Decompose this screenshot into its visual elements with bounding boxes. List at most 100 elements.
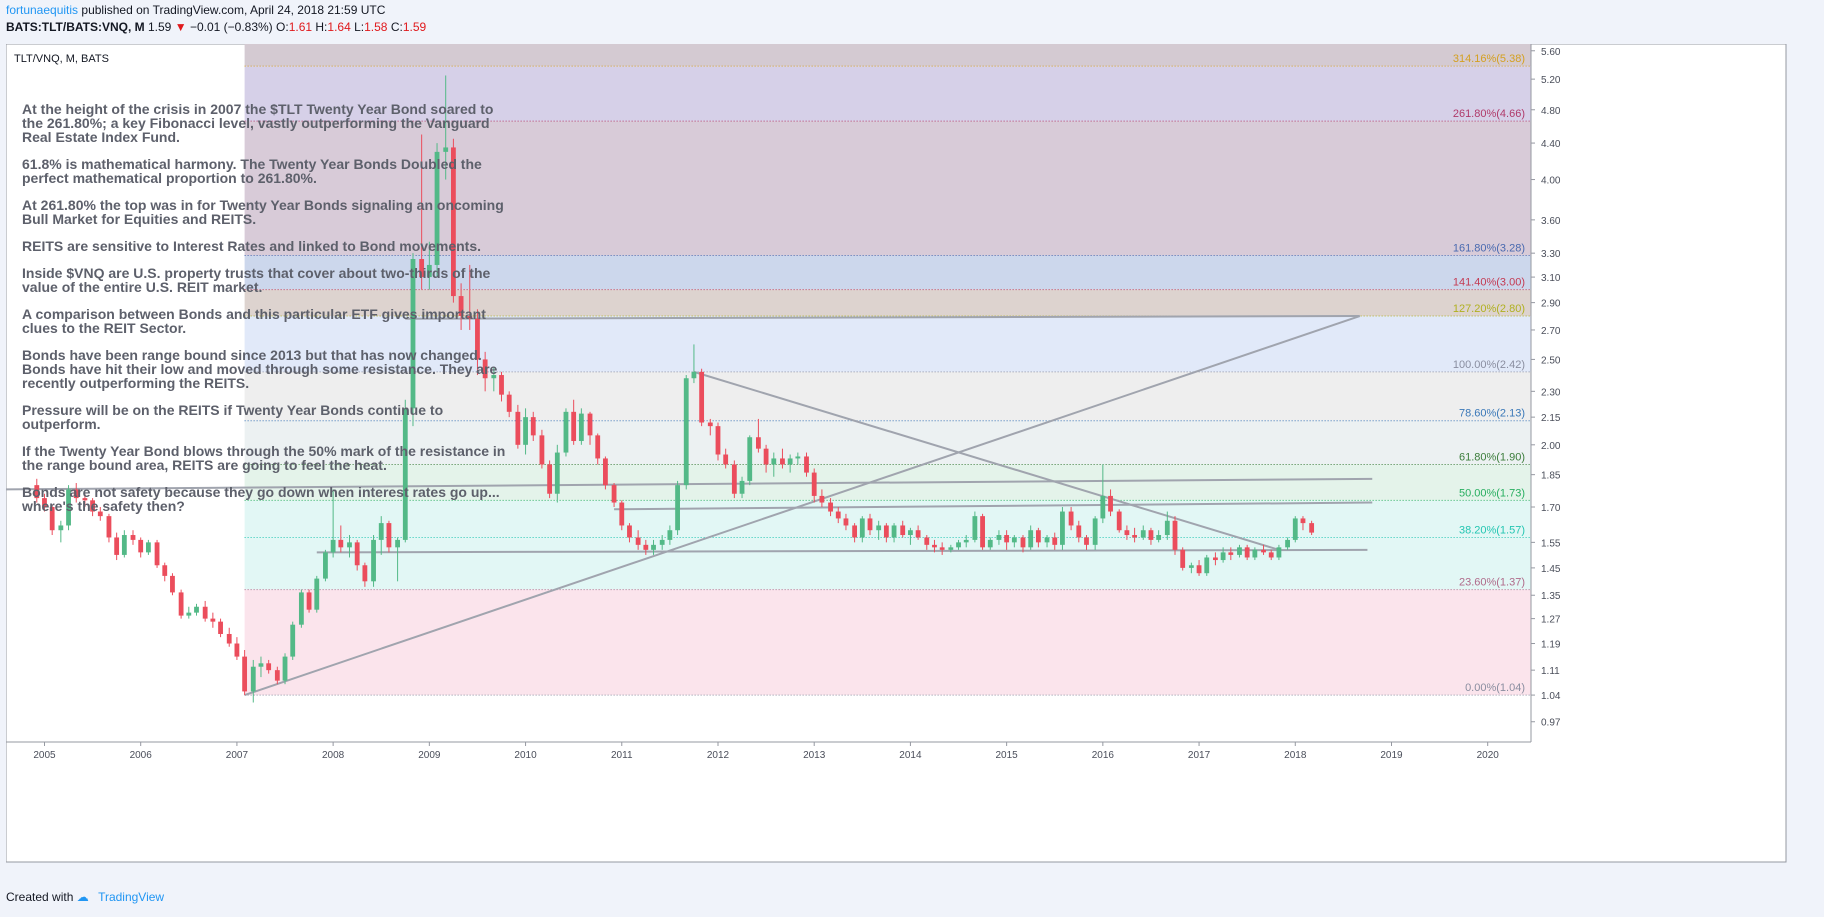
candle-body (571, 411, 577, 442)
time-tick-label: 2020 (1477, 750, 1500, 761)
annotation-paragraph: Bonds are not safety because they go dow… (21, 484, 500, 514)
candle-body (475, 318, 480, 360)
fib-band (244, 589, 1532, 696)
price-tick-label: 2.00 (1541, 441, 1561, 452)
candle-body (578, 413, 584, 442)
candle-body (755, 437, 761, 449)
candle-body (1261, 549, 1266, 553)
candle-body (121, 535, 127, 555)
tradingview-link[interactable]: TradingView (98, 890, 165, 904)
candle-body (1020, 537, 1026, 548)
candle-body (290, 624, 296, 657)
price-tick-label: 1.11 (1541, 666, 1560, 677)
candle-body (1156, 535, 1162, 540)
candle-body (73, 489, 79, 499)
candle-body (354, 542, 360, 566)
time-axis[interactable]: 2005 2006 2007 2008 2009 2010 2011 2012 2013 2014… (6, 741, 1531, 761)
annotation-line: A comparison between Bonds and this part… (22, 306, 486, 322)
footer: Created with ☁ TradingView (6, 890, 164, 904)
candle-body (1035, 530, 1041, 543)
annotation-paragraph: Bonds have been range bound since 2013 b… (22, 347, 498, 391)
trend-line (693, 370, 1280, 551)
annotation-line: the range bound area, REITS are going to… (22, 457, 387, 473)
candle-body (362, 565, 368, 582)
annotation-line: clues to the REIT Sector. (22, 320, 186, 336)
candle-body (499, 375, 504, 395)
candle-body (763, 448, 769, 465)
candle-body (659, 539, 665, 545)
price-tick-label: 0.97 (1541, 718, 1561, 729)
annotation-line: recently outperforming the REITS. (22, 375, 249, 391)
time-tick-label: 2009 (418, 750, 441, 761)
text-annotation[interactable]: At the height of the crisis in 2007 the … (21, 101, 505, 514)
low-label: L: (354, 20, 365, 34)
candle-body (1276, 547, 1282, 558)
price-tick-label: 5.20 (1541, 75, 1561, 86)
candle-body (530, 417, 536, 436)
candle-body (843, 518, 849, 526)
candle-body (603, 458, 608, 486)
price-axis[interactable]: 0.97 1.04 1.11 1.19 1.27 1.35 1.45 1.55 1.70 1.85… (1530, 44, 1561, 742)
candle-body (723, 454, 729, 465)
candle-body (1252, 549, 1258, 558)
fib-band (244, 420, 1532, 465)
author-link[interactable]: fortunaequitis (6, 3, 79, 17)
close-value: 1.59 (402, 20, 427, 34)
annotation-line: Bonds are not safety because they go dow… (22, 484, 500, 500)
candle-body (323, 552, 328, 579)
candle-body (306, 592, 312, 610)
candle-body (1060, 511, 1065, 545)
candle-body (1292, 518, 1298, 540)
price-tick-label: 2.50 (1541, 355, 1561, 366)
price-tick-label: 2.70 (1541, 326, 1561, 337)
fib-retracement[interactable]: 0.00%(1.04) 23.60%(1.37) 38.20%(1.57) 50.00… (244, 44, 1532, 696)
candle-body (996, 535, 1002, 540)
candle-body (619, 502, 625, 526)
candle-body (1204, 557, 1210, 574)
candle-body (1100, 495, 1106, 519)
candle-body (771, 458, 777, 465)
candle-body (482, 359, 488, 379)
fib-band (244, 316, 1532, 372)
trend-lines[interactable] (5, 315, 1373, 697)
fib-level-label: 38.20%(1.57) (1459, 524, 1525, 536)
candle-body (82, 498, 88, 501)
candle-body (804, 456, 809, 473)
candle-body (130, 535, 136, 540)
candle-body (852, 525, 858, 538)
last-price: 1.59 (148, 20, 172, 34)
time-tick-label: 2017 (1188, 750, 1211, 761)
symbol-name: BATS:TLT/BATS:VNQ, M (6, 20, 145, 34)
price-tick-label: 1.55 (1541, 538, 1561, 549)
candle-body (1188, 565, 1194, 568)
candle-body (515, 411, 521, 445)
candle-body (1196, 565, 1202, 574)
fib-level-label: 61.80%(1.90) (1459, 451, 1525, 463)
time-tick-label: 2013 (803, 750, 826, 761)
candle-body (972, 516, 978, 540)
fib-level-label: 78.60%(2.13) (1459, 408, 1525, 420)
fib-level-label: 127.20%(2.80) (1453, 303, 1525, 315)
low-value: 1.58 (364, 20, 388, 34)
candle-body (274, 670, 280, 681)
time-tick-label: 2005 (33, 750, 56, 761)
candle-body (1164, 520, 1170, 536)
candle-body (138, 539, 144, 553)
candle-body (186, 612, 192, 616)
time-tick-label: 2015 (996, 750, 1019, 761)
chart-container[interactable]: 0.00%(1.04) 23.60%(1.37) 38.20%(1.57) 50.00… (5, 43, 1824, 906)
candle-body (106, 516, 112, 538)
candle-body (178, 592, 184, 616)
price-tick-label: 2.30 (1541, 387, 1561, 398)
high-label: H: (315, 20, 328, 34)
candle-body (1124, 530, 1130, 536)
candle-body (963, 539, 969, 543)
time-tick-label: 2014 (899, 750, 922, 761)
candle-body (34, 485, 40, 499)
annotation-line: value of the entire U.S. REIT market. (22, 279, 262, 295)
time-tick-label: 2010 (514, 750, 537, 761)
annotation-line: Pressure will be on the REITS if Twenty … (22, 402, 443, 418)
created-with-text: Created with (6, 890, 74, 904)
fib-level-label: 23.60%(1.37) (1459, 577, 1525, 589)
price-chart[interactable]: 0.00%(1.04) 23.60%(1.37) 38.20%(1.57) 50.00… (5, 43, 1824, 906)
